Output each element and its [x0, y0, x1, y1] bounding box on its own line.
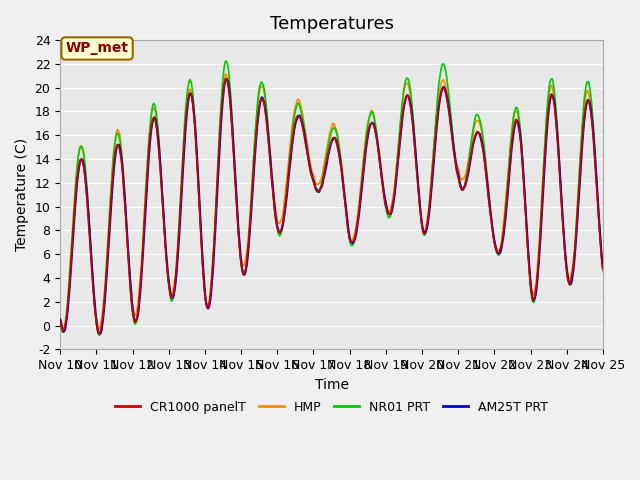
AM25T PRT: [399, 112, 406, 118]
Text: WP_met: WP_met: [65, 41, 129, 56]
Title: Temperatures: Temperatures: [269, 15, 394, 33]
HMP: [95, 326, 102, 332]
Line: CR1000 panelT: CR1000 panelT: [60, 79, 603, 334]
NR01 PRT: [123, 228, 131, 233]
AM25T PRT: [178, 189, 186, 195]
HMP: [415, 191, 422, 197]
AM25T PRT: [599, 265, 607, 271]
Legend: CR1000 panelT, HMP, NR01 PRT, AM25T PRT: CR1000 panelT, HMP, NR01 PRT, AM25T PRT: [111, 396, 552, 419]
CR1000 panelT: [207, 293, 214, 299]
NR01 PRT: [56, 317, 64, 323]
HMP: [222, 71, 230, 77]
HMP: [123, 222, 131, 228]
AM25T PRT: [66, 280, 74, 286]
Y-axis label: Temperature (C): Temperature (C): [15, 138, 29, 251]
AM25T PRT: [207, 297, 214, 302]
NR01 PRT: [95, 332, 103, 338]
NR01 PRT: [415, 189, 422, 195]
HMP: [207, 288, 214, 294]
NR01 PRT: [66, 269, 74, 275]
CR1000 panelT: [123, 228, 131, 234]
CR1000 panelT: [599, 266, 607, 272]
NR01 PRT: [207, 293, 214, 299]
CR1000 panelT: [222, 76, 230, 82]
AM25T PRT: [123, 222, 131, 228]
Line: NR01 PRT: NR01 PRT: [60, 61, 603, 335]
CR1000 panelT: [415, 192, 422, 198]
HMP: [599, 265, 607, 271]
Line: AM25T PRT: AM25T PRT: [60, 79, 603, 334]
X-axis label: Time: Time: [314, 378, 349, 392]
NR01 PRT: [599, 268, 607, 274]
HMP: [66, 264, 74, 270]
AM25T PRT: [415, 189, 422, 194]
CR1000 panelT: [56, 317, 64, 323]
AM25T PRT: [56, 316, 64, 322]
Line: HMP: HMP: [60, 74, 603, 329]
CR1000 panelT: [178, 182, 186, 188]
AM25T PRT: [96, 331, 104, 336]
CR1000 panelT: [95, 331, 103, 336]
NR01 PRT: [222, 58, 230, 64]
HMP: [178, 175, 186, 180]
CR1000 panelT: [399, 109, 406, 115]
HMP: [56, 316, 64, 322]
AM25T PRT: [222, 76, 230, 82]
NR01 PRT: [178, 174, 186, 180]
NR01 PRT: [399, 94, 406, 100]
HMP: [399, 96, 406, 102]
CR1000 panelT: [66, 276, 74, 282]
